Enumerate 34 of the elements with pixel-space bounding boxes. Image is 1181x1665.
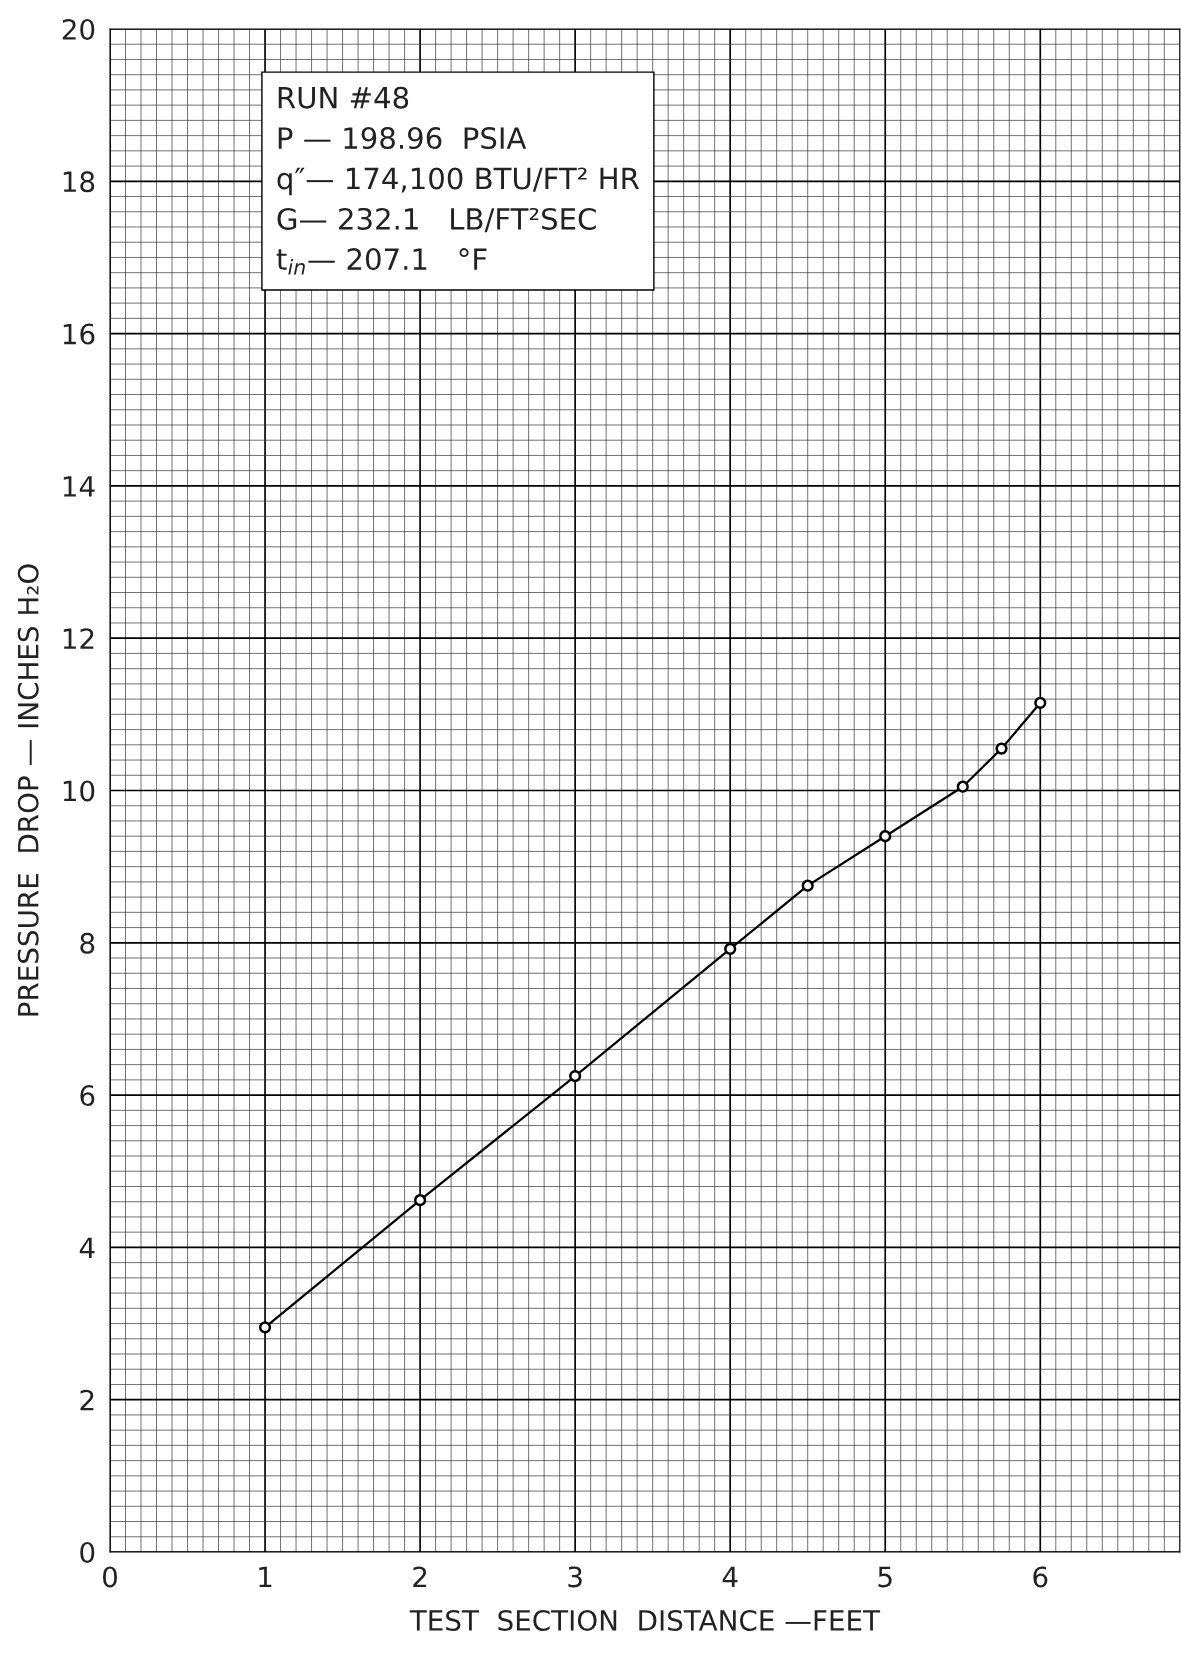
x-tick-label: 5 <box>878 1566 892 1588</box>
y-tick-label: 14 <box>63 476 95 497</box>
point <box>956 780 969 793</box>
x-tick-label: 1 <box>259 1566 272 1587</box>
annotation: P — 198.96 PSIA <box>278 127 527 150</box>
y-tick-label: 4 <box>79 1237 95 1258</box>
y-axis-title: PRESSURE DROP — INCHES H₂O <box>17 564 39 1016</box>
y-tick-label: 8 <box>80 932 95 954</box>
y-tick-label: 0 <box>80 1541 95 1563</box>
point <box>995 742 1008 755</box>
point <box>258 1321 272 1334</box>
y-tick-label: 16 <box>63 323 95 345</box>
annotation: G— 232.1 LB/FT²SEC <box>277 207 596 233</box>
point <box>801 879 814 892</box>
x-tick-label: 6 <box>1033 1566 1048 1588</box>
x-tick-label: 3 <box>568 1566 582 1588</box>
point <box>569 1069 582 1083</box>
point <box>413 1194 427 1207</box>
point <box>879 830 892 843</box>
x-tick-label: 0 <box>102 1566 117 1588</box>
annotation: q″— 174,100 BTU/FT² HR <box>277 167 640 196</box>
x-axis-title: TEST SECTION DISTANCE —FEET <box>409 1609 881 1631</box>
annotation: RUN #48 <box>278 86 409 109</box>
x-tick-label: 2 <box>413 1566 427 1587</box>
y-tick-label: 6 <box>80 1085 95 1107</box>
y-tick-label: 2 <box>80 1389 94 1411</box>
y-tick-label: 10 <box>63 780 95 802</box>
y-tick-label: 20 <box>62 18 95 40</box>
point <box>724 942 737 955</box>
annotation: t$_{in}$— 207.1 °F <box>276 248 487 275</box>
y-tick-label: 18 <box>63 171 95 193</box>
y-tick-label: 12 <box>63 628 94 649</box>
x-tick-label: 4 <box>722 1566 738 1587</box>
point <box>1034 696 1047 710</box>
